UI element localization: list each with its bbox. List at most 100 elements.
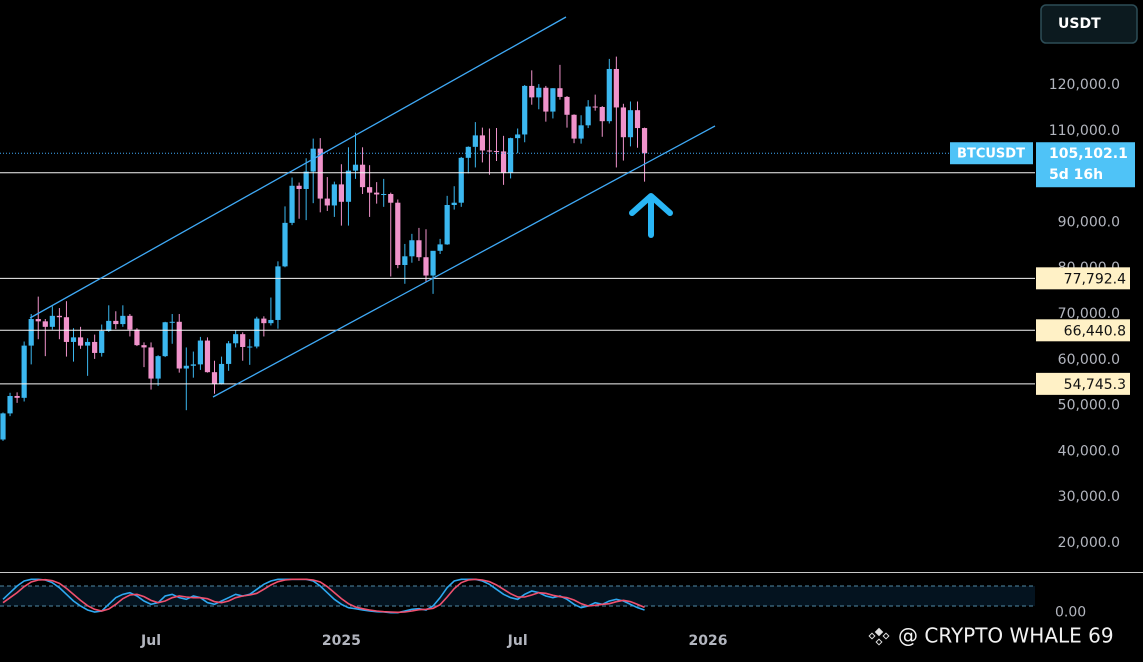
y-tick-label: 50,000.0 [1058, 398, 1120, 414]
y-tick-label: 110,000.0 [1049, 123, 1120, 139]
y-tick-label: 120,000.0 [1049, 77, 1120, 93]
candle-body [444, 205, 450, 245]
candle-body [367, 187, 373, 193]
candle-body [317, 148, 323, 199]
candle-body [183, 365, 189, 369]
candle-body [190, 364, 196, 366]
candle-body [21, 345, 27, 398]
candle-body [500, 151, 507, 173]
candle-body [310, 148, 316, 172]
candle-body [282, 222, 288, 267]
candle-body [352, 164, 359, 171]
candle-body [458, 157, 464, 203]
candle-body [634, 110, 641, 129]
candle-body [141, 345, 147, 348]
candle-body [564, 96, 570, 115]
candle-body [402, 256, 408, 266]
candle-body [77, 337, 84, 346]
candle-body [395, 202, 401, 266]
candle-body [437, 244, 443, 251]
candle-body [28, 319, 34, 346]
candle-body [578, 125, 584, 139]
last-price-label: 105,102.1 [1049, 146, 1128, 162]
candle-body [416, 240, 422, 258]
x-tick-label: Jul [140, 633, 161, 649]
candle-body [571, 114, 577, 139]
candle-body [374, 192, 380, 195]
candle-body [240, 334, 246, 347]
symbol-box [950, 142, 1033, 165]
candle-body [296, 185, 302, 189]
level-label: 66,440.8 [1064, 323, 1126, 339]
candle-body [211, 372, 218, 384]
candle-body [381, 194, 387, 196]
candle-body [338, 184, 344, 202]
candle-body [423, 257, 429, 276]
candle-body [550, 88, 556, 112]
candle-body [536, 87, 542, 98]
candle-body [592, 106, 598, 108]
y-tick-label: 90,000.0 [1058, 214, 1120, 230]
x-tick-label: 2025 [322, 633, 361, 649]
x-tick-label: 2026 [689, 633, 728, 649]
candle-body [148, 347, 154, 379]
candle-body [247, 346, 253, 348]
candle-body [529, 85, 535, 98]
candle-body [176, 321, 182, 369]
level-label-box [1036, 372, 1130, 395]
level-label: 77,792.4 [1064, 271, 1126, 287]
y-tick-label: 70,000.0 [1058, 306, 1120, 322]
candle-body [627, 110, 634, 138]
candle-body [254, 318, 260, 347]
candle-body [233, 334, 239, 344]
candle-body [359, 164, 366, 188]
overlay: 120,000.0110,000.090,000.080,000.070,000… [140, 77, 1135, 649]
x-tick-label: Jul [507, 633, 528, 649]
candle-body [409, 240, 415, 257]
candle-body [14, 395, 20, 398]
candle-body [155, 356, 161, 379]
candle-body [606, 68, 612, 122]
candle-body [493, 150, 500, 152]
candle-body [613, 68, 619, 108]
candle-body [465, 146, 471, 158]
candle-body [430, 250, 436, 276]
candle-body [120, 315, 126, 325]
level-label-box [1036, 319, 1130, 342]
countdown: 5d 16h [1049, 167, 1103, 183]
candle-body [515, 134, 521, 139]
level-label: 54,745.3 [1064, 377, 1126, 393]
candle-body [388, 194, 394, 203]
y-tick-label: 30,000.0 [1058, 489, 1120, 505]
oscillator-band [0, 586, 1035, 606]
candle-body [0, 413, 6, 440]
candle-body [85, 341, 91, 346]
candle-body [486, 150, 493, 152]
currency-button[interactable] [1040, 4, 1138, 44]
oscillator-line [2, 578, 645, 614]
candle-body [522, 85, 528, 135]
candle-body [226, 343, 232, 364]
last-price-box [1036, 142, 1135, 188]
candle-body [70, 337, 77, 342]
candle-body [324, 198, 330, 206]
candle-body [275, 266, 281, 320]
candle-body [7, 395, 13, 414]
symbol-label: BTCUSDT [957, 147, 1025, 162]
candle-body [49, 315, 55, 327]
candle-body [479, 135, 485, 151]
candle-body [451, 202, 457, 206]
candle-body [106, 320, 112, 331]
candle-body [641, 128, 648, 154]
candle-body [543, 87, 549, 112]
candle-body [99, 330, 105, 353]
candle-body [218, 363, 225, 384]
candle-body [599, 106, 605, 122]
currency-button-label: USDT [1058, 16, 1101, 32]
candle-body [169, 321, 175, 323]
candle-body [472, 135, 478, 147]
candle-body [56, 315, 62, 318]
channel-upper [29, 16, 567, 319]
